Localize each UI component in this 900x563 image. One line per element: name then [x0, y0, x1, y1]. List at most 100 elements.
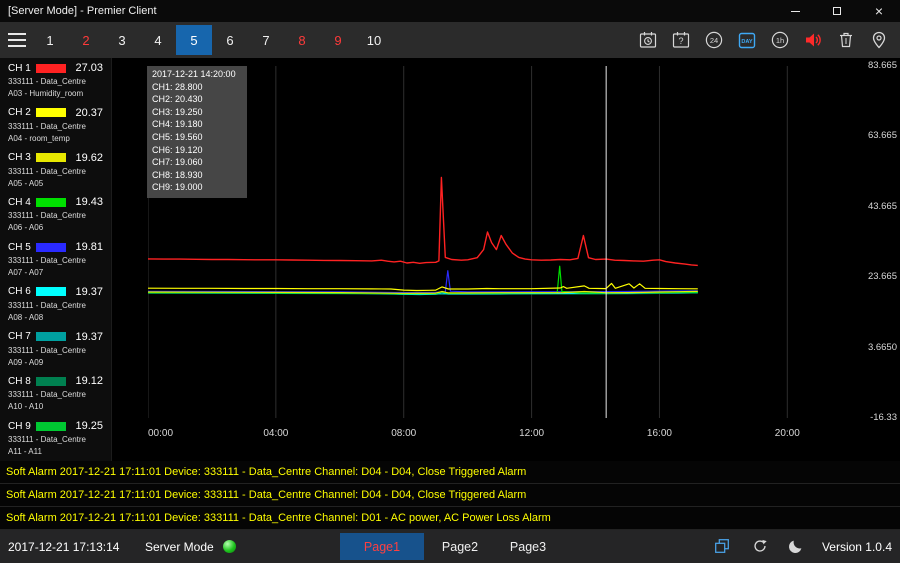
page-tab-10[interactable]: 10: [356, 25, 392, 55]
sync-icon: [751, 537, 769, 555]
channel-point: A08 - A08: [8, 313, 103, 322]
status-datetime: 2017-12-21 17:13:14: [8, 530, 119, 563]
channel-device: 333111 - Data_Centre: [8, 122, 103, 131]
channel-color-swatch: [36, 422, 66, 431]
channel-item-5[interactable]: CH 519.81333111 - Data_CentreA07 - A07: [0, 237, 111, 282]
page-tab-5[interactable]: 5: [176, 25, 212, 55]
window-title: [Server Mode] - Premier Client: [8, 5, 157, 17]
page-tab-8[interactable]: 8: [284, 25, 320, 55]
channel-device: 333111 - Data_Centre: [8, 301, 103, 310]
channel-name: CH 7: [8, 331, 36, 342]
channel-device: 333111 - Data_Centre: [8, 435, 103, 444]
channel-item-6[interactable]: CH 619.37333111 - Data_CentreA08 - A08: [0, 282, 111, 327]
x-axis: 00:0004:0008:0012:0016:0020:00: [148, 428, 880, 444]
channel-point: A09 - A09: [8, 358, 103, 367]
chart-plot[interactable]: [148, 66, 880, 418]
view-24h-button[interactable]: 24: [703, 29, 725, 51]
location-button[interactable]: [868, 29, 890, 51]
tooltip-lines: CH1: 28.800CH2: 20.430CH3: 19.250CH4: 19…: [152, 81, 242, 194]
channel-name: CH 4: [8, 197, 36, 208]
channel-name: CH 5: [8, 242, 36, 253]
clear-alarms-button[interactable]: [835, 29, 857, 51]
page-tab-3[interactable]: 3: [104, 25, 140, 55]
page-tab-page2[interactable]: Page2: [428, 533, 492, 560]
channel-device: 333111 - Data_Centre: [8, 167, 103, 176]
alarm-row[interactable]: Soft Alarm 2017-12-21 17:11:01 Device: 3…: [0, 507, 900, 530]
menu-button[interactable]: [8, 30, 30, 50]
calendar-question-icon: ?: [671, 30, 691, 50]
page-tab-6[interactable]: 6: [212, 25, 248, 55]
tooltip-line: CH3: 19.250: [152, 106, 242, 119]
channel-value: 19.62: [75, 152, 103, 164]
trash-icon: [836, 30, 856, 50]
cascade-windows-button[interactable]: [712, 536, 732, 556]
page-tab-1[interactable]: 1: [32, 25, 68, 55]
x-tick-label: 16:00: [647, 428, 672, 439]
page-tab-7[interactable]: 7: [248, 25, 284, 55]
close-button[interactable]: ×: [858, 0, 900, 22]
svg-text:?: ?: [678, 36, 683, 46]
alarm-row[interactable]: Soft Alarm 2017-12-21 17:11:01 Device: 3…: [0, 461, 900, 484]
channel-item-3[interactable]: CH 3 19.62 333111 - Data_Centre A05 - A05: [0, 148, 111, 193]
page-tab-2[interactable]: 2: [68, 25, 104, 55]
query-button[interactable]: ?: [670, 29, 692, 51]
channel-value: 19.25: [75, 420, 103, 432]
series-CH5: [148, 271, 698, 293]
series-CH2: [148, 283, 698, 290]
channel-value: 19.12: [75, 375, 103, 387]
channel-value: 19.81: [75, 241, 103, 253]
chart-tooltip: 2017-12-21 14:20:00 CH1: 28.800CH2: 20.4…: [147, 66, 247, 198]
channel-color-swatch: [36, 332, 66, 341]
channel-point: A03 - Humidity_room: [8, 89, 103, 98]
minimize-button[interactable]: [774, 0, 816, 22]
channel-color-swatch: [36, 153, 66, 162]
night-mode-icon: [787, 537, 805, 555]
page-tab-page1[interactable]: Page1: [340, 533, 424, 560]
page-tab-9[interactable]: 9: [320, 25, 356, 55]
channel-device: 333111 - Data_Centre: [8, 346, 103, 355]
tooltip-line: CH6: 19.120: [152, 144, 242, 157]
night-mode-button[interactable]: [786, 536, 806, 556]
channel-list: CH 127.03333111 - Data_CentreA03 - Humid…: [0, 58, 112, 461]
status-led: [223, 540, 236, 553]
cascade-windows-icon: [713, 537, 731, 555]
channel-device: 333111 - Data_Centre: [8, 256, 103, 265]
channel-item-2[interactable]: CH 220.37333111 - Data_CentreA04 - room_…: [0, 103, 111, 148]
channel-point: A05 - A05: [8, 179, 103, 188]
audio-alarm-icon: [803, 30, 823, 50]
alarm-row[interactable]: Soft Alarm 2017-12-21 17:11:01 Device: 3…: [0, 484, 900, 507]
alarm-list: Soft Alarm 2017-12-21 17:11:01 Device: 3…: [0, 461, 900, 530]
series-CH4: [148, 266, 698, 294]
channel-item-7[interactable]: CH 719.37333111 - Data_CentreA09 - A09: [0, 327, 111, 372]
circle-1h-icon: 1h: [770, 30, 790, 50]
view-1h-button[interactable]: 1h: [769, 29, 791, 51]
channel-value: 19.43: [75, 196, 103, 208]
channel-device: 333111 - Data_Centre: [8, 390, 103, 399]
toolbar: 12345678910 ?: [0, 22, 900, 58]
channel-item-4[interactable]: CH 419.43333111 - Data_CentreA06 - A06: [0, 192, 111, 237]
tooltip-line: CH4: 19.180: [152, 118, 242, 131]
view-day-button[interactable]: DAY: [736, 29, 758, 51]
channel-item-9[interactable]: CH 919.25333111 - Data_CentreA11 - A11: [0, 416, 111, 461]
page-tab-page3[interactable]: Page3: [496, 533, 560, 560]
x-tick-label: 04:00: [263, 428, 288, 439]
day-view-icon: DAY: [737, 30, 757, 50]
titlebar: [Server Mode] - Premier Client ×: [0, 0, 900, 22]
tooltip-line: CH9: 19.000: [152, 181, 242, 194]
channel-item-1[interactable]: CH 127.03333111 - Data_CentreA03 - Humid…: [0, 58, 111, 103]
svg-text:DAY: DAY: [741, 39, 753, 45]
channel-item-8[interactable]: CH 819.12333111 - Data_CentreA10 - A10: [0, 371, 111, 416]
channel-point: A06 - A06: [8, 223, 103, 232]
tooltip-line: CH5: 19.560: [152, 131, 242, 144]
channel-name: CH 6: [8, 286, 36, 297]
channel-color-swatch: [36, 108, 66, 117]
channel-name: CH 1: [8, 63, 36, 74]
svg-text:24: 24: [710, 36, 718, 45]
page-tab-4[interactable]: 4: [140, 25, 176, 55]
sync-button[interactable]: [750, 536, 770, 556]
svg-text:1h: 1h: [776, 36, 784, 45]
audio-alarm-button[interactable]: [802, 29, 824, 51]
schedule-report-button[interactable]: [637, 29, 659, 51]
channel-name: CH 3: [8, 152, 36, 163]
maximize-button[interactable]: [816, 0, 858, 22]
